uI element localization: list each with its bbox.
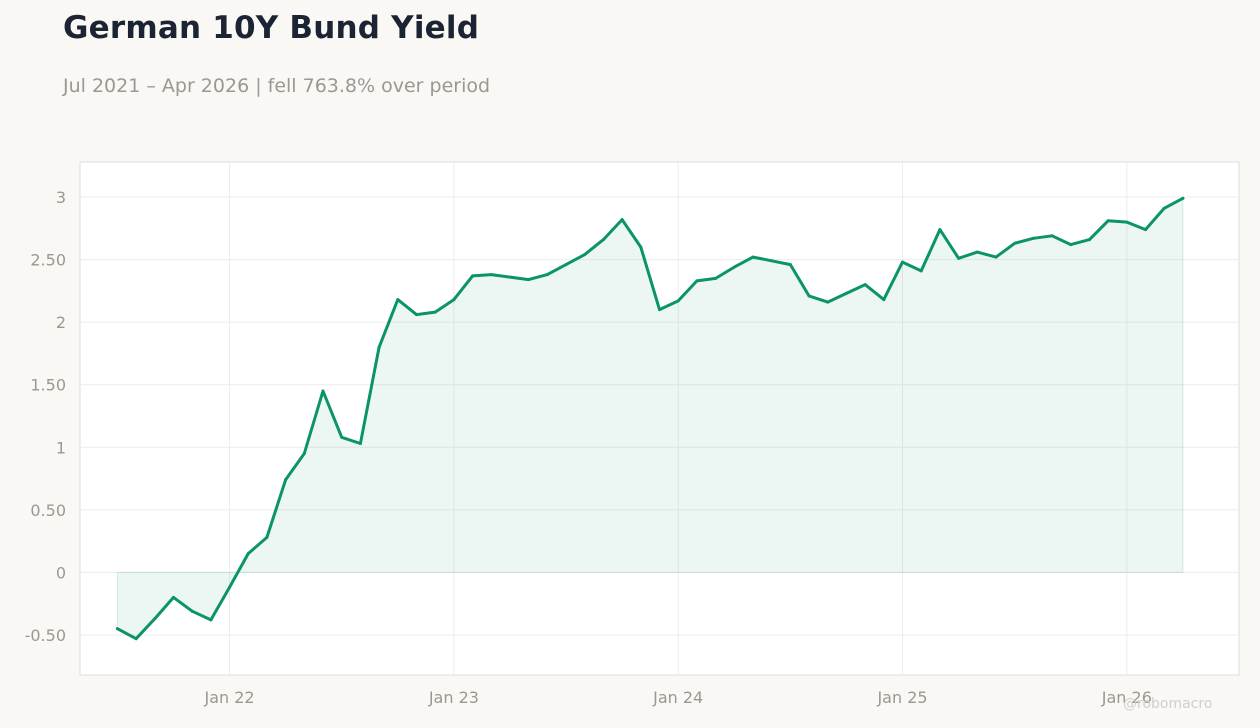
x-axis-tick-labels: Jan 22 Jan 23 Jan 24 Jan 25 Jan 26 — [203, 688, 1151, 707]
data-point — [844, 291, 848, 295]
data-point — [1031, 236, 1035, 240]
data-point — [1106, 219, 1110, 223]
data-point — [153, 617, 157, 621]
data-point — [209, 618, 213, 622]
x-tick-label: Jan 25 — [876, 688, 927, 707]
data-point — [1050, 234, 1054, 238]
data-point — [975, 250, 979, 254]
data-point — [1125, 220, 1129, 224]
x-tick-label: Jan 22 — [203, 688, 254, 707]
data-point — [658, 308, 661, 312]
data-point — [340, 435, 344, 439]
data-point — [994, 255, 998, 259]
data-point — [1069, 243, 1073, 247]
data-point — [1088, 238, 1091, 242]
data-point — [508, 275, 512, 279]
data-point — [1162, 206, 1166, 210]
grid-lines — [80, 162, 1239, 675]
plot-area — [79, 161, 1240, 676]
y-tick-label: 1 — [56, 438, 66, 457]
data-point — [620, 218, 624, 222]
y-axis-tick-labels: -0.50 0 0.50 1 1.50 2 2.50 3 — [25, 188, 66, 645]
data-point — [452, 298, 456, 302]
data-point — [1144, 228, 1147, 232]
data-point — [321, 389, 325, 393]
data-point — [527, 278, 531, 282]
y-tick-label: 1.50 — [30, 376, 66, 395]
data-point — [358, 442, 362, 445]
data-point — [396, 298, 400, 302]
data-point — [172, 595, 175, 599]
yield-series-line — [115, 196, 1185, 641]
data-point — [770, 259, 774, 263]
data-point — [957, 256, 961, 260]
data-point — [751, 255, 755, 259]
y-tick-label: 0 — [56, 563, 66, 582]
data-point — [863, 283, 867, 287]
data-point — [583, 253, 587, 257]
data-point — [545, 273, 549, 277]
data-point — [489, 273, 493, 277]
x-tick-label: Jan 26 — [1101, 688, 1152, 707]
data-point — [134, 637, 138, 641]
chart-subtitle: Jul 2021 – Apr 2026 | fell 763.8% over p… — [63, 75, 491, 97]
data-point — [601, 238, 605, 242]
data-point — [284, 478, 288, 482]
data-point — [807, 294, 811, 298]
data-point — [919, 269, 923, 273]
chart-title: German 10Y Bund Yield — [63, 10, 480, 46]
data-point — [901, 260, 904, 264]
data-point — [938, 228, 942, 232]
data-point — [714, 276, 718, 280]
y-tick-label: 2.50 — [30, 251, 66, 270]
data-point — [433, 310, 437, 314]
data-point — [695, 279, 699, 283]
watermark: @robomacro — [1123, 696, 1213, 712]
data-point — [826, 300, 830, 304]
data-point — [228, 585, 231, 589]
y-tick-label: 0.50 — [30, 501, 66, 520]
data-point — [265, 535, 269, 539]
data-point — [882, 298, 886, 302]
x-tick-label: Jan 23 — [428, 688, 479, 707]
y-tick-label: 3 — [56, 188, 66, 207]
yield-data-points — [115, 196, 1185, 641]
data-point — [302, 452, 306, 455]
data-point — [377, 345, 381, 349]
data-point — [1181, 196, 1185, 200]
data-point — [1013, 241, 1017, 245]
data-point — [788, 263, 792, 267]
data-point — [190, 609, 194, 613]
x-tick-label: Jan 24 — [652, 688, 703, 707]
data-point — [246, 552, 250, 556]
data-point — [564, 263, 568, 267]
data-point — [471, 274, 475, 278]
data-point — [115, 627, 119, 631]
data-point — [676, 299, 680, 303]
data-point — [732, 265, 736, 269]
data-point — [415, 313, 418, 317]
y-tick-label: 2 — [56, 313, 66, 332]
data-point — [639, 245, 643, 249]
y-tick-label: -0.50 — [25, 626, 66, 645]
